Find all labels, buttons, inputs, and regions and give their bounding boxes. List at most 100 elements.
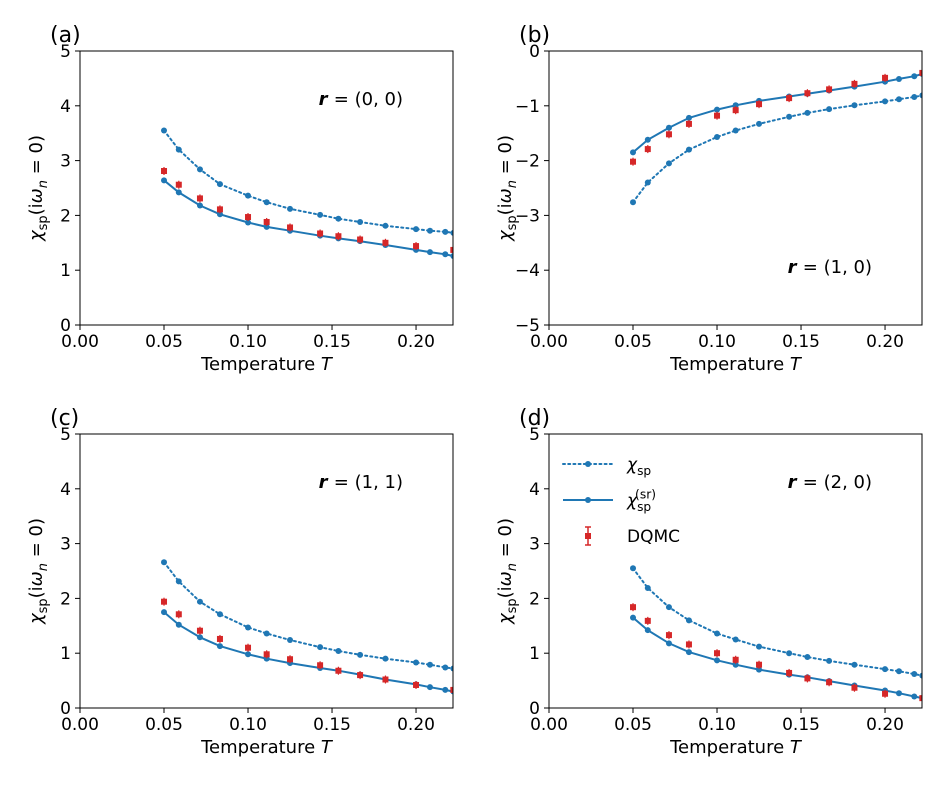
y-tick-label: 3 bbox=[60, 535, 71, 555]
chi-sp-point bbox=[756, 120, 763, 127]
y-axis-label-group: χsp(iωn = 0) bbox=[495, 135, 520, 242]
chi-sp-point bbox=[644, 179, 651, 186]
dqmc-point bbox=[216, 635, 223, 642]
chi-sp-sr-line bbox=[163, 611, 454, 693]
data-layer bbox=[630, 565, 923, 703]
dqmc-point bbox=[804, 90, 811, 97]
chi-sp-point bbox=[685, 146, 692, 153]
chi-sp-point bbox=[826, 106, 833, 113]
plot-frame bbox=[548, 433, 923, 709]
chi-sp-point bbox=[317, 211, 324, 218]
chi-sp-point bbox=[335, 215, 342, 222]
y-tick-label: 0 bbox=[60, 316, 71, 336]
chi-sp-sr-point bbox=[895, 690, 902, 697]
legend-marker-square bbox=[585, 533, 591, 539]
y-tick-label: −3 bbox=[515, 206, 540, 226]
x-tick-label: 0.00 bbox=[61, 332, 99, 352]
chi-sp-point bbox=[732, 636, 739, 643]
dqmc-point bbox=[413, 681, 420, 688]
chi-sp-point bbox=[665, 160, 672, 167]
legend-marker bbox=[585, 461, 591, 467]
y-tick-label: 5 bbox=[60, 425, 71, 445]
dqmc-point bbox=[685, 120, 692, 127]
dqmc-point bbox=[382, 239, 389, 246]
legend: χsp χsp(sr) DQMC bbox=[562, 455, 680, 547]
dqmc-point bbox=[335, 667, 342, 674]
chi-sp-sr-point bbox=[216, 211, 223, 218]
chi-sp-sr-point bbox=[426, 249, 433, 256]
chi-sp-point bbox=[175, 578, 182, 585]
chi-sp-point bbox=[357, 218, 364, 225]
x-tick-label: 0.10 bbox=[698, 332, 736, 352]
dqmc-point bbox=[714, 112, 721, 119]
dqmc-point bbox=[786, 669, 793, 676]
chi-sp-sr-point bbox=[426, 684, 433, 691]
y-tick-label: 1 bbox=[60, 644, 71, 664]
x-axis-label: Temperature T bbox=[669, 737, 803, 758]
y-tick-label: 0 bbox=[529, 699, 540, 719]
y-tick-label: 1 bbox=[60, 261, 71, 281]
dqmc-point bbox=[665, 131, 672, 138]
x-axis-label: Temperature T bbox=[200, 354, 334, 375]
x-tick-label: 0.20 bbox=[397, 332, 435, 352]
plot-frame bbox=[548, 50, 923, 326]
plot-frame bbox=[79, 433, 454, 709]
x-tick-label: 0.00 bbox=[530, 715, 568, 735]
dqmc-point bbox=[263, 218, 270, 225]
chi-sp-sr-point bbox=[665, 124, 672, 131]
dqmc-point bbox=[804, 675, 811, 682]
y-tick-label: 0 bbox=[529, 42, 540, 62]
x-tick-label: 0.10 bbox=[229, 715, 267, 735]
chi-sp-point bbox=[804, 109, 811, 116]
y-axis-label-group: χsp(iωn = 0) bbox=[26, 135, 51, 242]
chi-sp-sr-point bbox=[895, 75, 902, 82]
chi-sp-point bbox=[245, 192, 252, 199]
dqmc-point bbox=[644, 146, 651, 153]
y-tick-label: −5 bbox=[515, 316, 540, 336]
y-tick-label: 5 bbox=[529, 425, 540, 445]
chi-sp-point bbox=[644, 584, 651, 591]
dqmc-point bbox=[357, 236, 364, 243]
data-layer bbox=[630, 68, 923, 206]
chi-sp-sr-point bbox=[263, 223, 270, 230]
x-axis-label: Temperature T bbox=[669, 354, 803, 375]
dqmc-point bbox=[630, 158, 637, 165]
plot-frame bbox=[79, 50, 454, 326]
dqmc-point bbox=[756, 101, 763, 108]
chi-sp-point bbox=[196, 166, 203, 173]
data-layer bbox=[161, 559, 454, 695]
x-axis-label: Temperature T bbox=[200, 737, 334, 758]
y-tick-label: 2 bbox=[529, 589, 540, 609]
x-tick-label: 0.05 bbox=[614, 715, 652, 735]
dqmc-point bbox=[382, 676, 389, 683]
chi-sp-point bbox=[786, 113, 793, 120]
chi-sp-sr-point bbox=[442, 686, 449, 693]
dqmc-point bbox=[161, 598, 168, 605]
dqmc-point bbox=[413, 243, 420, 250]
chi-sp-sr-point bbox=[245, 651, 252, 658]
x-tick-label: 0.00 bbox=[530, 332, 568, 352]
chi-sp-sr-point bbox=[630, 149, 637, 156]
chi-sp-sr-point bbox=[161, 177, 168, 184]
dqmc-point bbox=[335, 233, 342, 240]
chi-sp-sr-point bbox=[714, 106, 721, 113]
chart-panel-a: 0.00 0.05 0.10 0.15 0.20 0 1 2 3 4 5 Temperature T χ… bbox=[26, 23, 454, 375]
dqmc-point bbox=[919, 69, 923, 76]
chi-sp-point bbox=[161, 559, 168, 566]
chi-sp-point bbox=[685, 617, 692, 624]
dqmc-point bbox=[644, 617, 651, 624]
x-tick-label: 0.15 bbox=[782, 332, 820, 352]
x-tick-label: 0.15 bbox=[782, 715, 820, 735]
panel-label: (c) bbox=[50, 406, 79, 431]
chart-panel-d: 0.00 0.05 0.10 0.15 0.20 0 1 2 3 4 5 Temperature T χ… bbox=[495, 406, 923, 758]
chi-sp-sr-point bbox=[175, 189, 182, 196]
x-tick-label: 0.00 bbox=[61, 715, 99, 735]
x-tick-label: 0.05 bbox=[145, 332, 183, 352]
dqmc-point bbox=[732, 107, 739, 114]
chi-sp-point bbox=[882, 98, 889, 105]
chi-sp-point bbox=[442, 228, 449, 235]
dqmc-point bbox=[882, 690, 889, 697]
dqmc-point bbox=[685, 641, 692, 648]
chi-sp-line bbox=[163, 561, 454, 670]
chi-sp-point bbox=[263, 630, 270, 637]
